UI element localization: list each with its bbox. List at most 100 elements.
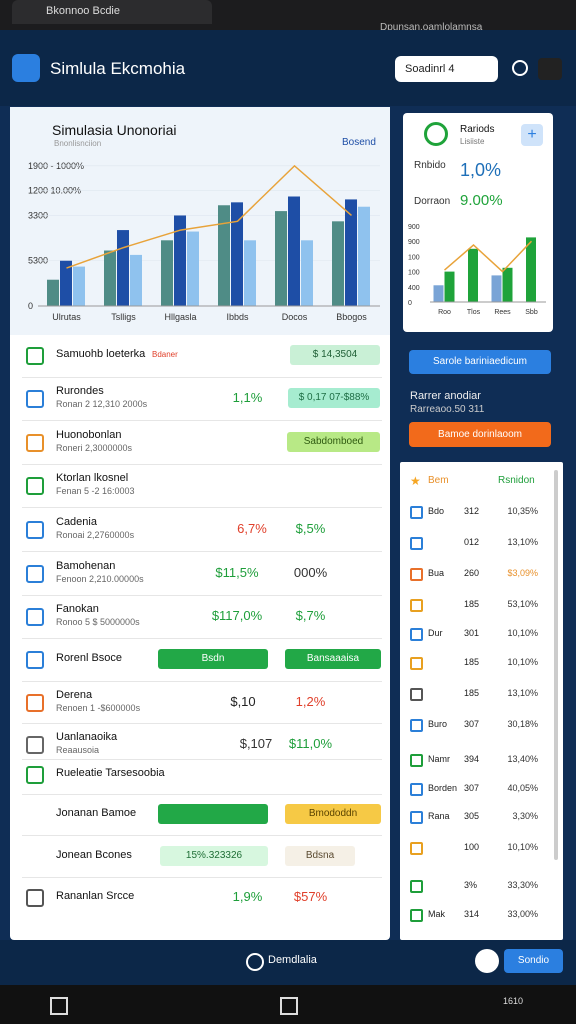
- line: [66, 164, 352, 269]
- bottom-bar: Demdlalia Sondio: [0, 940, 576, 985]
- add-button[interactable]: +: [521, 124, 543, 146]
- tab[interactable]: [12, 0, 212, 24]
- value: $,7%: [295, 608, 326, 623]
- rank-pct: 40,05%: [507, 783, 538, 793]
- side-subtitle: Lisiiste: [460, 137, 485, 146]
- bar: [187, 231, 199, 306]
- pill[interactable]: [158, 804, 268, 824]
- value: 1,9%: [232, 889, 263, 904]
- row-icon: [26, 477, 44, 495]
- rank-num: 312: [464, 506, 480, 516]
- rank-name: Bdo: [428, 506, 445, 516]
- row-title: Rueleatie Tarsesoobia: [56, 767, 165, 779]
- clock: 1610: [503, 996, 524, 1006]
- y-tick-label: 900: [408, 224, 420, 231]
- scrollbar[interactable]: [554, 470, 558, 860]
- row-icon: [26, 565, 44, 583]
- row-icon: [26, 766, 44, 784]
- home-button[interactable]: [50, 997, 68, 1015]
- row-icon: [26, 434, 44, 452]
- primary-button[interactable]: Sarole bariniaedicum: [409, 350, 551, 374]
- pill[interactable]: Bsdn: [158, 649, 268, 669]
- rank-icon: [410, 909, 423, 922]
- recents-button[interactable]: [280, 997, 298, 1015]
- value: $57%: [293, 889, 328, 904]
- bar: [491, 275, 502, 302]
- side-chart: 900 900 100 100 400 0 Roo Tlos Rees Sbb: [408, 224, 546, 316]
- rank-pct: 33,00%: [507, 909, 538, 919]
- y-tick-label: 100: [408, 254, 420, 261]
- selector[interactable]: [395, 56, 498, 82]
- star-icon: ★: [410, 474, 421, 488]
- pill[interactable]: $ 0,17 07-$88%: [288, 388, 380, 408]
- pill[interactable]: Sabdomboed: [287, 432, 380, 452]
- rank-pct: 10,35%: [507, 506, 538, 516]
- row-icon: [26, 608, 44, 626]
- pill[interactable]: Bdsna: [285, 846, 355, 866]
- side-title: Rariods: [460, 124, 495, 135]
- separator: [22, 794, 382, 795]
- row-title: Fanokan: [56, 603, 99, 615]
- rank-num: 260: [464, 568, 480, 578]
- rank-pct: 33,30%: [507, 880, 538, 890]
- rank-icon: [410, 688, 423, 701]
- rank-pct: 30,18%: [507, 719, 538, 729]
- rank-pct: 10,10%: [507, 657, 538, 667]
- separator: [22, 595, 382, 596]
- x-tick-label: Bbogos: [336, 312, 367, 322]
- rank-icon: [410, 783, 423, 796]
- pill[interactable]: 15%.323326: [160, 846, 268, 866]
- row-title: Derena: [56, 689, 93, 701]
- row-title: Huonobonlan: [56, 429, 122, 441]
- app-header: Simlula Ekcmohia Soadinrl 4: [0, 30, 576, 106]
- rank-num: 305: [464, 811, 480, 821]
- y-tick-label: 0: [408, 300, 412, 307]
- side-subtext: Rarreaoo.50 311: [410, 404, 485, 415]
- rank-pct: 13,10%: [507, 688, 538, 698]
- bar: [433, 285, 444, 302]
- pill[interactable]: Bansaaaisa: [285, 649, 381, 669]
- stat-label: Dorraon: [414, 196, 451, 207]
- footer-label: Demdlalia: [268, 954, 317, 966]
- separator: [22, 835, 382, 836]
- rank-icon: [410, 842, 423, 855]
- pill[interactable]: $ 14,3504: [290, 345, 380, 365]
- rank-num: 185: [464, 657, 480, 667]
- bar: [301, 240, 313, 306]
- address[interactable]: Dpunsan.oamlolamnsa: [380, 22, 483, 33]
- side-text: Rarrer anodiar: [410, 390, 481, 402]
- row-title: Uanlanaoika: [56, 731, 118, 743]
- send-button[interactable]: Sondio: [504, 949, 563, 973]
- menu-icon[interactable]: [538, 58, 562, 80]
- bar: [244, 240, 256, 306]
- rank-icon: [410, 754, 423, 767]
- bar: [73, 266, 85, 306]
- rank-icon: [410, 506, 423, 519]
- bar: [117, 230, 129, 306]
- tab-title: Bkonnoo Bcdie: [46, 5, 120, 17]
- secondary-button[interactable]: Bamoe dorinlaoom: [409, 422, 551, 447]
- circle-button[interactable]: [475, 949, 499, 973]
- bar: [47, 279, 59, 306]
- rank-icon: [410, 537, 423, 550]
- x-tick-label: Tslligs: [111, 312, 136, 322]
- rank-num: 394: [464, 754, 480, 764]
- y-tick-label: 0: [28, 301, 33, 311]
- bar: [332, 221, 344, 306]
- search-icon[interactable]: [512, 60, 528, 76]
- rank-name: Buro: [428, 719, 448, 729]
- separator: [22, 551, 382, 552]
- separator: [22, 638, 382, 639]
- value: $,5%: [295, 521, 326, 536]
- bar: [231, 202, 243, 306]
- system-nav: 1610: [0, 985, 576, 1024]
- rank-num: 185: [464, 688, 480, 698]
- separator: [22, 507, 382, 508]
- pill[interactable]: Bmododdn: [285, 804, 381, 824]
- value: $117,0%: [211, 608, 263, 623]
- chart-subtitle: Bnonlisnciion: [54, 139, 102, 148]
- bar: [345, 199, 357, 306]
- y-tick-label: 900: [408, 239, 420, 246]
- x-tick-label: Tlos: [467, 309, 481, 316]
